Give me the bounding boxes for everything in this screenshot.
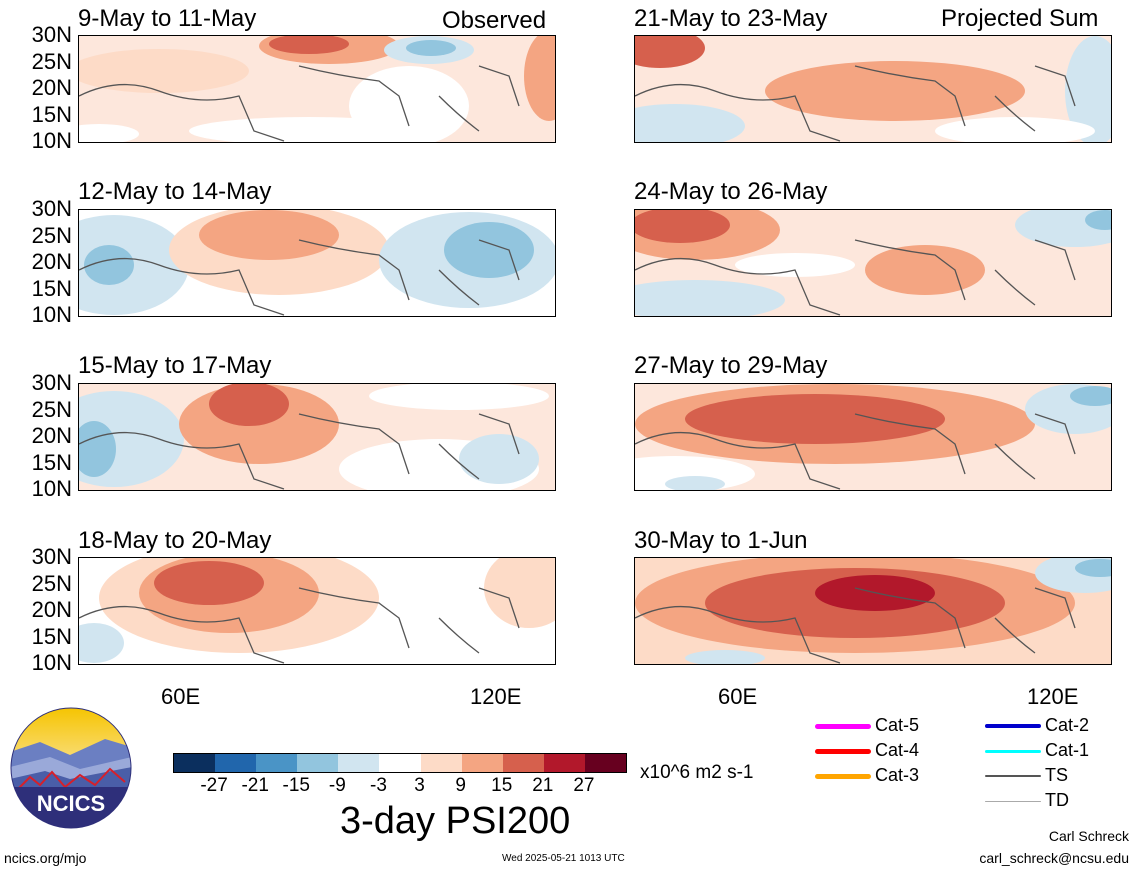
lon-label-60e-left: 60E (161, 684, 201, 709)
colorbar-tick-label: 15 (491, 775, 513, 796)
legend-label-cat-1: Cat-1 (1045, 740, 1090, 760)
ncics-logo: NCICS (10, 707, 132, 829)
colorbar-cell (420, 754, 463, 772)
colorbar-cell (543, 754, 586, 772)
panel-title-p2: 12-May to 14-May (78, 178, 272, 205)
panel-title-p8: 30-May to 1-Jun (634, 527, 808, 554)
lat-label: 15N (31, 623, 72, 649)
lat-label: 20N (31, 597, 72, 622)
legend-swatch-td (985, 800, 1041, 802)
colorbar-cell (379, 754, 422, 772)
colorbar-tick-label: -9 (328, 775, 346, 796)
legend-label-td: TD (1045, 790, 1069, 810)
colorbar-cell (215, 754, 258, 772)
colorbar-cell (461, 754, 504, 772)
lat-label: 25N (31, 396, 72, 422)
lon-label-60e-right: 60E (718, 684, 758, 709)
colorbar-units: x10^6 m2 s-1 (640, 762, 754, 783)
colorbar-tick-label: 3 (414, 775, 425, 796)
panel-title-p7: 27-May to 29-May (634, 352, 828, 379)
legend-swatch-cat-5 (815, 723, 871, 729)
colorbar-cell (297, 754, 340, 772)
legend-swatch-cat-2 (985, 724, 1041, 728)
legend-swatch-cat-3 (815, 773, 871, 779)
logo-text: NCICS (37, 791, 105, 816)
legend-label-ts: TS (1045, 765, 1069, 785)
map-panel-p8 (634, 557, 1112, 665)
lat-label: 15N (31, 449, 72, 475)
panel-title-p1: 9-May to 11-May (78, 5, 257, 32)
panel-title-p6: 24-May to 26-May (634, 178, 828, 205)
colorbar-cell (174, 754, 217, 772)
lat-label: 20N (31, 249, 72, 274)
lon-label-120e-left: 120E (470, 684, 522, 709)
lat-label: 10N (31, 128, 72, 153)
colorbar-tick-label: -15 (282, 775, 310, 796)
lat-label: 15N (31, 101, 72, 127)
legend-label-cat-4: Cat-4 (875, 740, 920, 760)
colorbar-tick-label: 27 (573, 775, 595, 796)
lat-label: 30N (31, 370, 72, 395)
lat-label: 20N (31, 423, 72, 448)
colorbar (173, 753, 627, 773)
lat-label: 15N (31, 275, 72, 301)
map-panel-p5 (634, 35, 1112, 143)
map-panel-p6 (634, 209, 1112, 317)
lat-label: 10N (31, 650, 72, 675)
colorbar-tick-label: -27 (200, 775, 228, 796)
colorbar-cell (502, 754, 545, 772)
footer-email: carl_schreck@ncsu.edu (979, 850, 1129, 866)
footer-date: Wed 2025-05-21 1013 UTC (502, 853, 625, 864)
colorbar-cell (338, 754, 381, 772)
colorbar-cell (256, 754, 299, 772)
legend-swatch-cat-1 (985, 749, 1041, 753)
lat-label: 20N (31, 75, 72, 100)
footer-url: ncics.org/mjo (4, 850, 87, 866)
panel-title-p4: 18-May to 20-May (78, 527, 272, 554)
map-panel-p1 (78, 35, 556, 143)
panel-title-p5: 21-May to 23-May (634, 5, 828, 32)
colorbar-tick-label: -21 (241, 775, 269, 796)
lat-label: 10N (31, 476, 72, 501)
panel-tag-observed: Observed (442, 7, 547, 34)
colorbar-tick-label: 9 (455, 775, 466, 796)
panel-tag-projected: Projected Sum (941, 5, 1099, 32)
lat-label: 25N (31, 570, 72, 596)
panel-title-p3: 15-May to 17-May (78, 352, 272, 379)
colorbar-title: 3-day PSI200 (340, 800, 571, 842)
legend-swatch-cat-4 (815, 748, 871, 754)
lat-label: 30N (31, 544, 72, 569)
colorbar-cell (584, 754, 626, 772)
lat-label: 10N (31, 302, 72, 327)
legend-label-cat-2: Cat-2 (1045, 715, 1090, 735)
map-panel-p3 (78, 383, 556, 491)
footer-author: Carl Schreck (1048, 828, 1129, 844)
legend-label-cat-5: Cat-5 (875, 715, 920, 735)
lat-label: 30N (31, 196, 72, 221)
lat-label: 25N (31, 48, 72, 74)
lat-label: 30N (31, 22, 72, 47)
map-panel-p2 (78, 209, 556, 317)
legend-label-cat-3: Cat-3 (875, 765, 920, 785)
lat-label: 25N (31, 222, 72, 248)
colorbar-tick-label: -3 (370, 775, 387, 796)
lon-label-120e-right: 120E (1027, 684, 1079, 709)
map-panel-p4 (78, 557, 556, 665)
map-panel-p7 (634, 383, 1112, 491)
colorbar-tick-label: 21 (532, 775, 554, 796)
legend-swatch-ts (985, 775, 1041, 777)
